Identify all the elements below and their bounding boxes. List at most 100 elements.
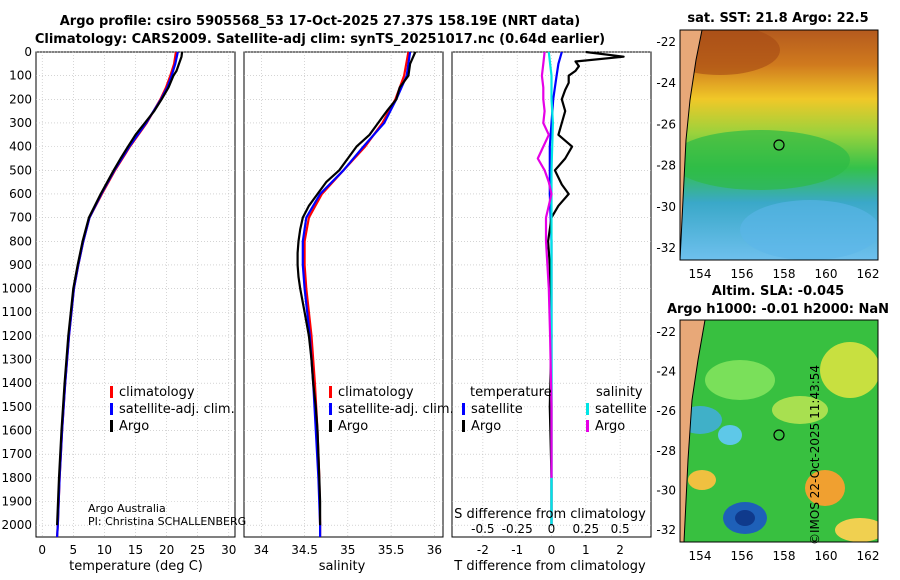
y-tick-label: 1300 <box>1 353 32 367</box>
x-tick-label: 35 <box>340 543 355 557</box>
x-tick-label: 0 <box>38 543 46 557</box>
x2-tick-label: -0.25 <box>502 522 533 536</box>
series-line-satellite-adj-clim- <box>301 51 412 537</box>
x-tick-label: -2 <box>477 543 489 557</box>
sst-profile-marker <box>773 139 785 151</box>
legend-t-argo: Argo <box>471 419 501 434</box>
y-tick-label: 100 <box>9 69 32 83</box>
legend-satellite-adj: satellite-adj. clim. <box>119 402 235 417</box>
x-tick-label: 10 <box>97 543 112 557</box>
map-x-tick-label: 158 <box>773 267 796 281</box>
map-x-tick-label: 154 <box>689 549 712 563</box>
legend-temperature-title: temperature <box>470 385 552 400</box>
legend-s-satellite: satellite <box>595 402 647 417</box>
x2-tick-label: 0 <box>548 522 556 536</box>
sla-map: Altim. SLA: -0.045 Argo h1000: -0.01 h20… <box>667 284 889 543</box>
y-tick-label: 0 <box>24 45 32 59</box>
legend-climatology: climatology <box>338 385 414 400</box>
y-tick-label: 200 <box>9 92 32 106</box>
map-y-tick-label: -28 <box>656 444 676 458</box>
y-tick-label: 1600 <box>1 424 32 438</box>
y-tick-label: 1800 <box>1 471 32 485</box>
x-tick-label: 35.5 <box>378 543 405 557</box>
y-tick-label: 1400 <box>1 376 32 390</box>
x-tick-label: 20 <box>159 543 174 557</box>
legend-s-argo: Argo <box>595 419 625 434</box>
x2-tick-label: 0.25 <box>572 522 599 536</box>
y-tick-label: 1000 <box>1 282 32 296</box>
temperature-legend: climatology satellite-adj. clim. Argo <box>110 385 235 434</box>
s-difference-xlabel: S difference from climatology <box>454 507 646 522</box>
y-tick-label: 1500 <box>1 400 32 414</box>
chart-title-line2: Climatology: CARS2009. Satellite-adj cli… <box>34 32 606 47</box>
x-tick-label: 5 <box>69 543 77 557</box>
temperature-xlabel: temperature (deg C) <box>69 559 203 574</box>
sst-map-title: sat. SST: 21.8 Argo: 22.5 <box>687 11 868 26</box>
x2-tick-label: 0.5 <box>611 522 630 536</box>
map-y-tick-label: -32 <box>656 523 676 537</box>
y-tick-label: 600 <box>9 187 32 201</box>
map-y-tick-label: -26 <box>656 117 676 131</box>
legend-t-satellite: satellite <box>471 402 523 417</box>
x-tick-label: 2 <box>616 543 624 557</box>
series-line-climatology <box>56 51 177 538</box>
x-tick-label: 34.5 <box>291 543 318 557</box>
sla-map-title-line2: Argo h1000: -0.01 h2000: NaN <box>667 302 889 317</box>
credit-line1: Argo Australia <box>88 502 166 515</box>
series-line-argo <box>296 51 417 526</box>
map-x-tick-label: 156 <box>731 549 754 563</box>
map-y-tick-label: -26 <box>656 404 676 418</box>
chart-title-line1: Argo profile: csiro 5905568_53 17-Oct-20… <box>59 14 581 29</box>
y-tick-label: 700 <box>9 211 32 225</box>
map-x-tick-label: 154 <box>689 267 712 281</box>
map-y-tick-label: -30 <box>656 483 676 497</box>
sla-profile-marker <box>773 429 785 441</box>
legend-argo: Argo <box>338 419 368 434</box>
map-y-tick-label: -24 <box>656 76 676 90</box>
x-tick-label: 25 <box>190 543 205 557</box>
salinity-xlabel: salinity <box>319 559 366 574</box>
credit-line2: PI: Christina SCHALLENBERG <box>88 515 246 528</box>
map-x-tick-label: 156 <box>731 267 754 281</box>
legend-satellite-adj: satellite-adj. clim. <box>338 402 454 417</box>
map-y-tick-label: -28 <box>656 159 676 173</box>
map-y-tick-label: -30 <box>656 200 676 214</box>
legend-salinity-title: salinity <box>596 385 643 400</box>
timestamp-stamp: ©IMOS 22-Oct-2025 11:43:54 <box>808 364 822 545</box>
legend-climatology: climatology <box>119 385 195 400</box>
salinity-panel-frame <box>243 51 444 538</box>
series-line-satellite-adj-clim- <box>56 51 179 538</box>
difference-legend: temperature satellite Argo salinity sate… <box>462 385 647 434</box>
x-tick-label: 1 <box>582 543 590 557</box>
y-tick-label: 300 <box>9 116 32 130</box>
x-tick-label: 0 <box>548 543 556 557</box>
x2-tick-label: -0.5 <box>471 522 494 536</box>
x-tick-label: 36 <box>427 543 442 557</box>
map-x-tick-label: 162 <box>857 549 880 563</box>
x-tick-label: -1 <box>511 543 523 557</box>
series-line-s-argo <box>536 51 553 478</box>
map-x-tick-label: 160 <box>815 549 838 563</box>
map-y-tick-label: -22 <box>656 325 676 339</box>
series-line-s-satellite <box>547 51 555 526</box>
y-tick-label: 1200 <box>1 329 32 343</box>
series-line-climatology <box>303 51 410 537</box>
map-y-tick-label: -24 <box>656 365 676 379</box>
t-difference-xlabel: T difference from climatology <box>453 559 646 574</box>
y-tick-label: 800 <box>9 234 32 248</box>
map-x-tick-label: 160 <box>815 267 838 281</box>
sst-map: sat. SST: 21.8 Argo: 22.5 <box>679 11 879 261</box>
x-tick-label: 30 <box>221 543 236 557</box>
y-tick-label: 500 <box>9 163 32 177</box>
sla-map-title-line1: Altim. SLA: -0.045 <box>712 284 844 299</box>
x-tick-label: 15 <box>128 543 143 557</box>
map-y-tick-label: -32 <box>656 241 676 255</box>
y-tick-label: 900 <box>9 258 32 272</box>
map-x-tick-label: 158 <box>773 549 796 563</box>
series-line-t-argo <box>546 50 625 526</box>
legend-argo: Argo <box>119 419 149 434</box>
salinity-legend: climatology satellite-adj. clim. Argo <box>329 385 454 434</box>
series-line-argo <box>56 51 184 526</box>
y-tick-label: 1900 <box>1 495 32 509</box>
